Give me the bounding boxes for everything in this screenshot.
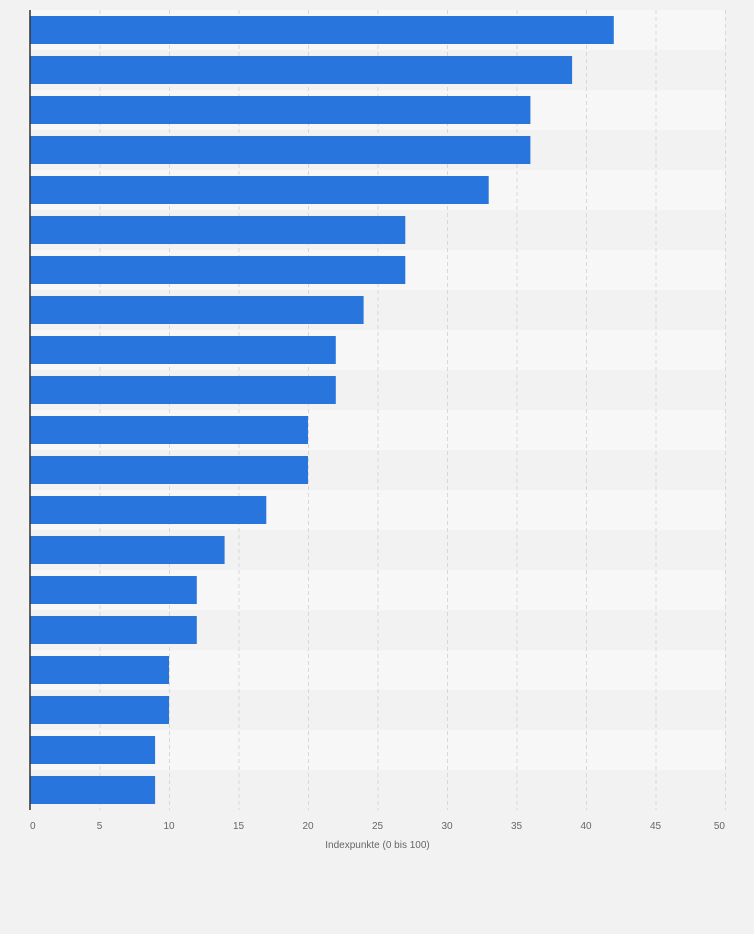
- x-tick-label: 15: [233, 821, 245, 832]
- bar: [30, 56, 573, 84]
- bar: [30, 616, 197, 644]
- x-tick-label: 20: [302, 821, 314, 832]
- bar: [30, 576, 197, 604]
- bar: [30, 536, 225, 564]
- bars: [30, 16, 614, 804]
- x-tick-label: 45: [650, 821, 662, 832]
- bar: [30, 776, 156, 804]
- x-tick-label: 10: [163, 821, 175, 832]
- bar: [30, 456, 308, 484]
- bar: [30, 376, 336, 404]
- bar: [30, 496, 267, 524]
- bar: [30, 176, 489, 204]
- bar: [30, 256, 406, 284]
- x-axis-label: Indexpunkte (0 bis 100): [325, 840, 430, 851]
- x-tick-labels: 0 5 10 15 20 25 30 35 40 45 50: [30, 821, 725, 832]
- x-tick-label: 0: [30, 821, 36, 832]
- x-tick-label: 30: [441, 821, 453, 832]
- bar: [30, 336, 336, 364]
- bar: [30, 96, 531, 124]
- x-tick-label: 50: [714, 821, 726, 832]
- x-tick-label: 5: [97, 821, 103, 832]
- bar: [30, 296, 364, 324]
- x-tick-label: 40: [580, 821, 592, 832]
- x-tick-label: 35: [511, 821, 523, 832]
- bar: [30, 416, 308, 444]
- bar: [30, 696, 169, 724]
- x-tick-label: 25: [372, 821, 384, 832]
- bar: [30, 16, 614, 44]
- bar: [30, 656, 169, 684]
- bar: [30, 736, 156, 764]
- bar: [30, 216, 406, 244]
- bar: [30, 136, 531, 164]
